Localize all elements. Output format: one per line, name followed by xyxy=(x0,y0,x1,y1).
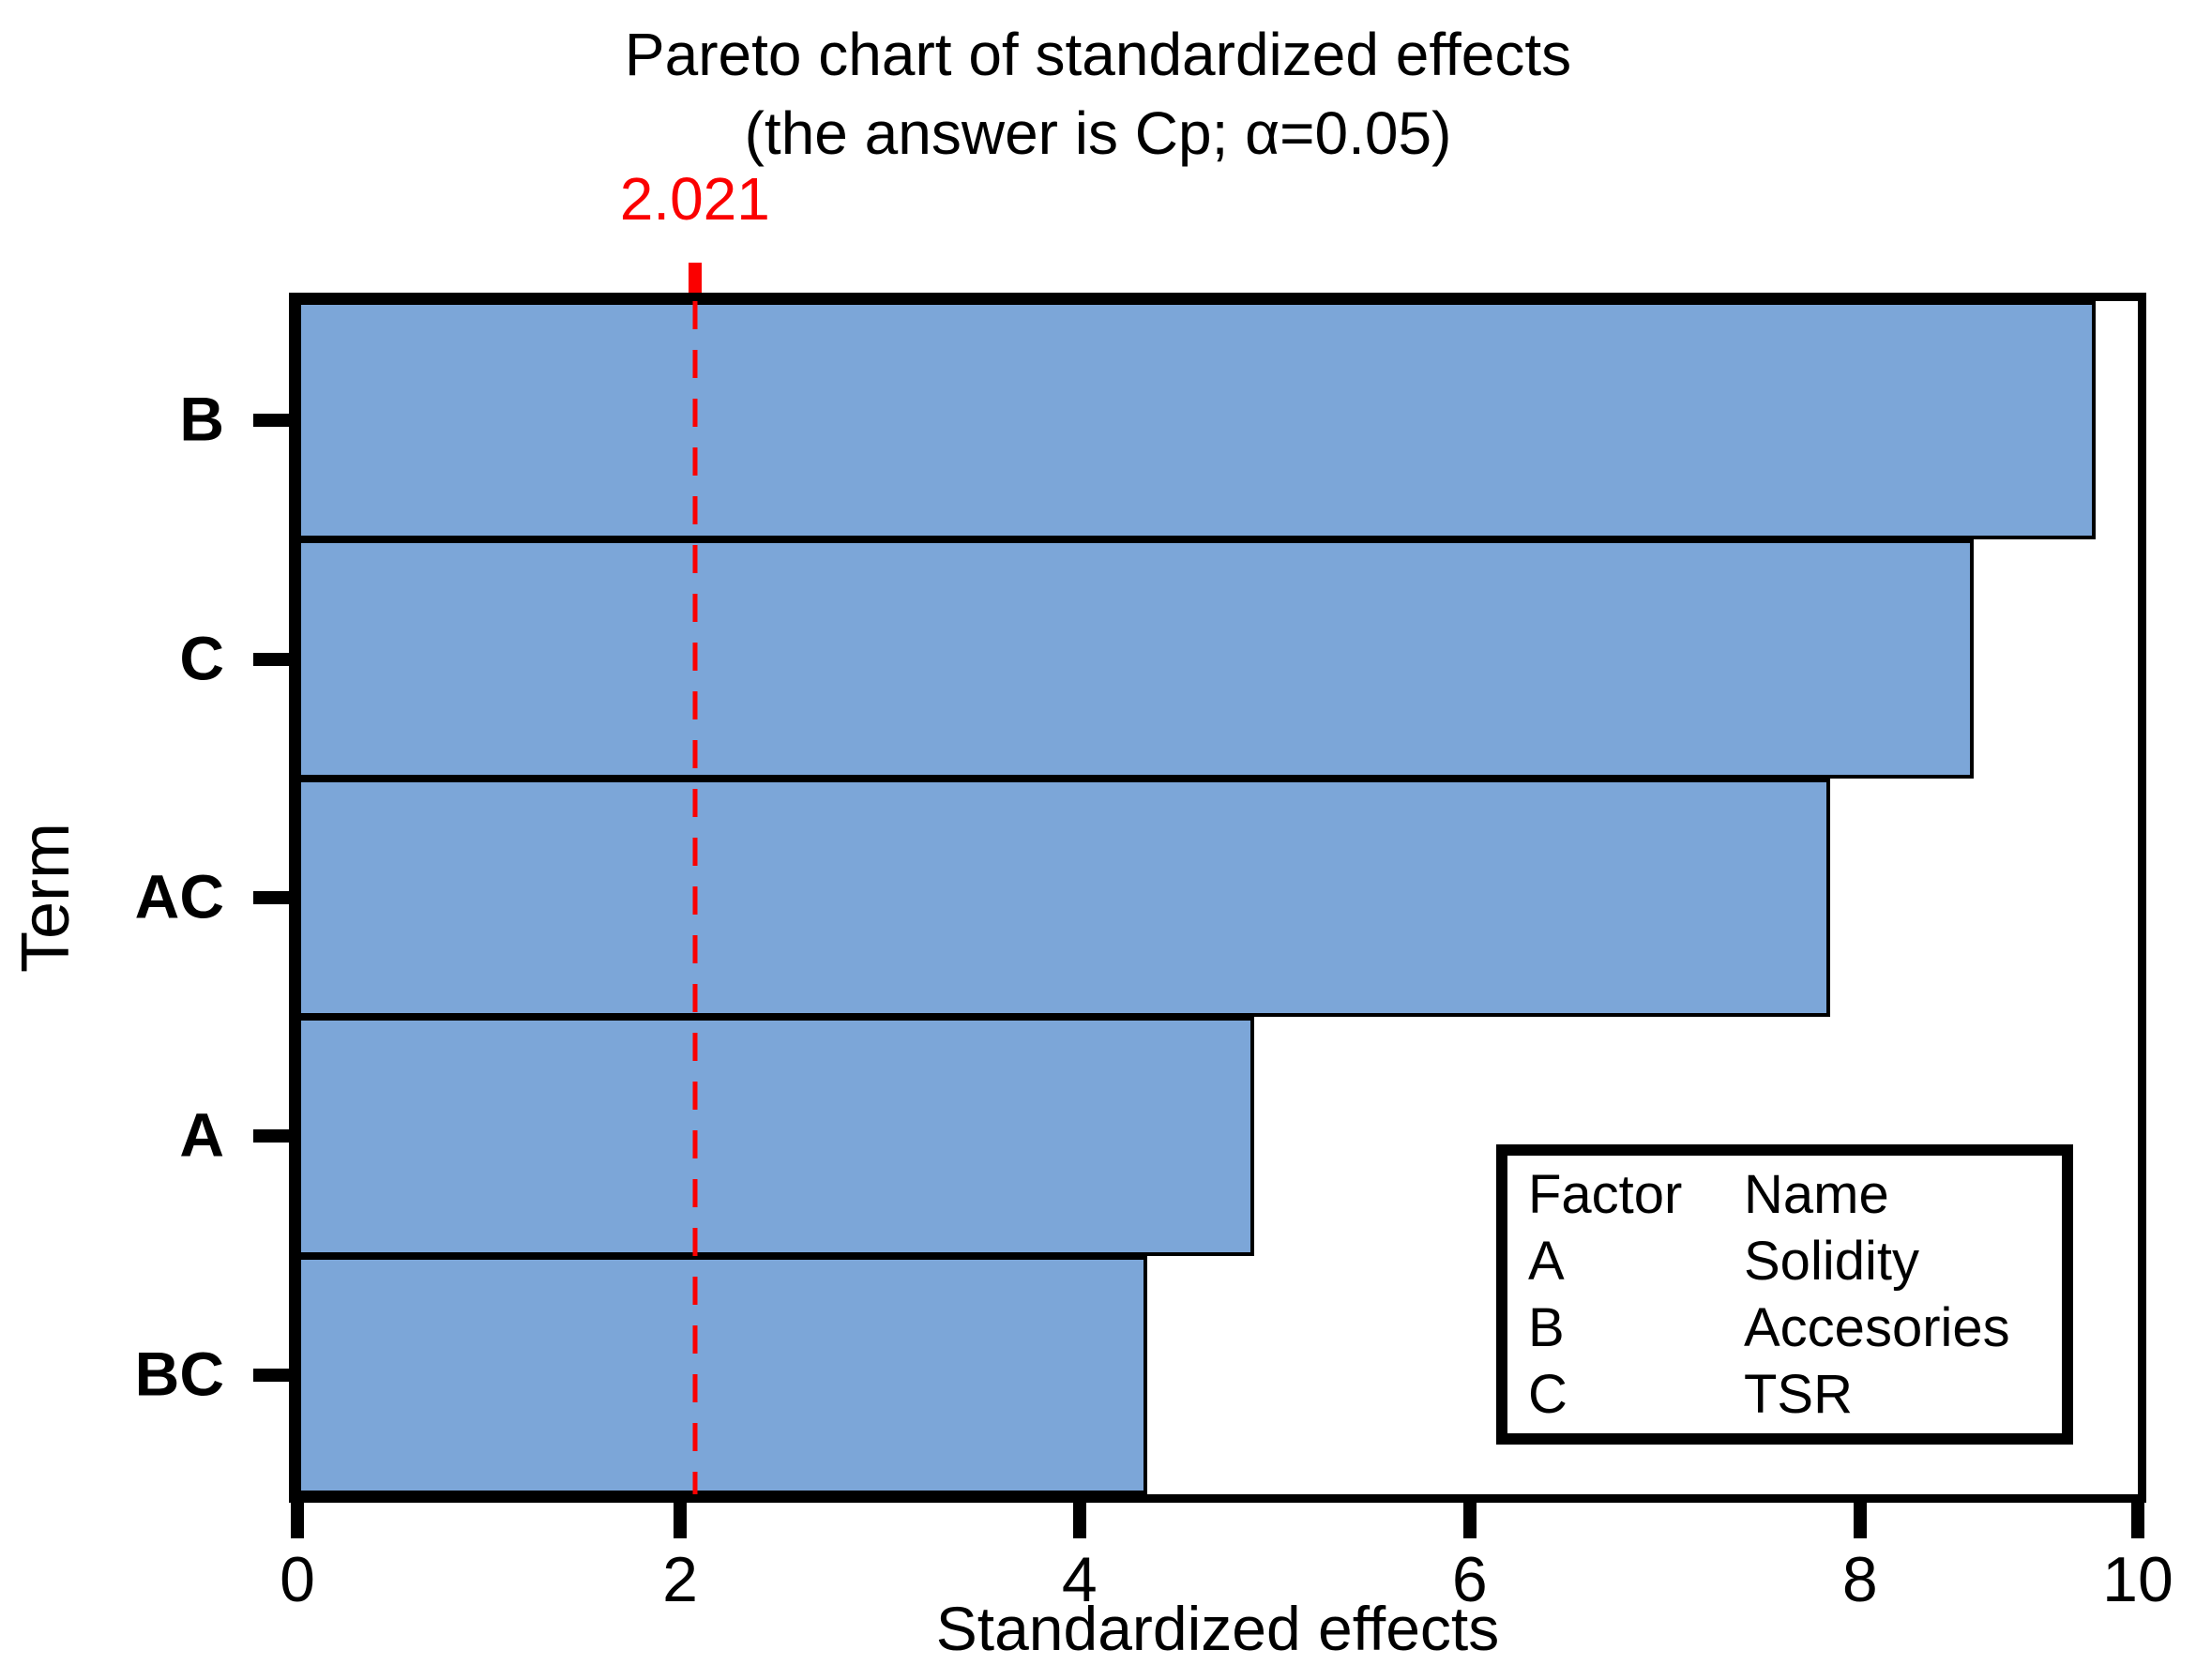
x-tick-0 xyxy=(291,1503,304,1538)
y-tick-a xyxy=(253,1129,289,1143)
x-tick-label-8: 8 xyxy=(1841,1544,1878,1615)
plot-area: 2.021 B C AC A BC 0 2 4 6 8 10 xyxy=(135,165,2173,1615)
reference-tick-mark xyxy=(688,263,702,293)
reference-dashed-line xyxy=(692,301,698,1494)
bar-b xyxy=(297,301,2096,540)
bar-ac xyxy=(297,778,1831,1018)
bar-row-a xyxy=(297,1017,2138,1256)
x-tick-10 xyxy=(2131,1503,2144,1538)
legend-name-tsr: TSR xyxy=(1744,1364,1853,1425)
y-tick-c xyxy=(253,652,289,666)
bar-row-c xyxy=(297,539,2138,779)
bar-c xyxy=(297,539,1975,779)
legend-factor-c: C xyxy=(1528,1364,1567,1425)
y-tick-b xyxy=(253,414,289,428)
y-axis-title-box: Term xyxy=(0,293,92,1503)
y-tick-label-bc: BC xyxy=(134,1339,224,1409)
legend-box: Factor Name A Solidity B Accesories C TS… xyxy=(1496,1144,2073,1445)
y-tick-ac xyxy=(253,891,289,904)
legend-name-accesories: Accesories xyxy=(1744,1297,2010,1358)
x-tick-4 xyxy=(1072,1503,1086,1538)
x-tick-label-10: 10 xyxy=(2102,1544,2173,1615)
legend-factor-a: A xyxy=(1528,1231,1565,1292)
y-tick-label-a: A xyxy=(179,1099,224,1170)
legend-header-factor: Factor xyxy=(1528,1164,1683,1225)
chart-subtitle: (the answer is Cp; α=0.05) xyxy=(744,99,1452,167)
bar-a xyxy=(297,1017,1255,1256)
y-tick-label-ac: AC xyxy=(134,861,224,931)
x-tick-label-6: 6 xyxy=(1451,1544,1488,1615)
y-axis-title: Term xyxy=(8,823,83,973)
bars-group xyxy=(297,301,2138,1494)
legend-name-solidity: Solidity xyxy=(1744,1231,1919,1292)
bar-bc xyxy=(297,1255,1148,1494)
y-tick-label-b: B xyxy=(179,384,224,454)
x-tick-6 xyxy=(1462,1503,1477,1538)
x-axis-title: Standardized effects xyxy=(935,1594,1500,1663)
bar-row-bc xyxy=(297,1255,2138,1494)
reference-value-label: 2.021 xyxy=(619,165,770,233)
x-tick-8 xyxy=(1853,1503,1867,1538)
x-tick-label-2: 2 xyxy=(662,1544,699,1615)
x-tick-2 xyxy=(674,1503,688,1538)
chart-title: Pareto chart of standardized effects xyxy=(624,21,1572,88)
x-tick-label-4: 4 xyxy=(1061,1544,1098,1615)
y-tick-bc xyxy=(253,1368,289,1382)
legend-header-name: Name xyxy=(1744,1164,1889,1225)
bar-row-ac xyxy=(297,778,2138,1018)
x-tick-label-0: 0 xyxy=(280,1544,315,1615)
legend-table: Factor Name A Solidity B Accesories C TS… xyxy=(1528,1161,2062,1428)
legend-factor-b: B xyxy=(1528,1297,1565,1358)
bar-row-b xyxy=(297,301,2138,540)
y-tick-label-c: C xyxy=(179,623,224,693)
